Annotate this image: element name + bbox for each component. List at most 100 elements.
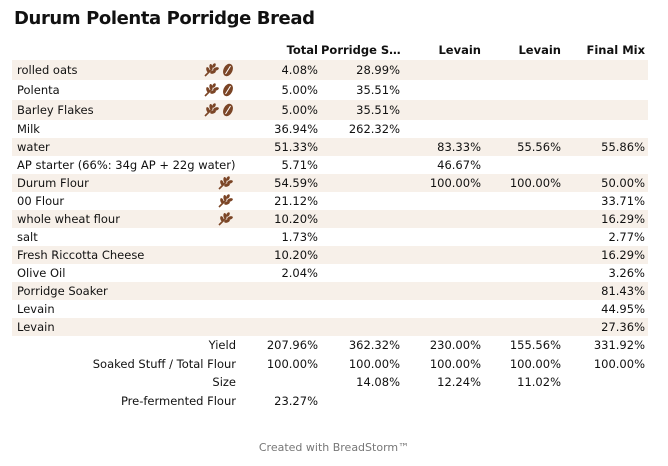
ingredient-row[interactable]: Levain 27.36% <box>12 318 648 336</box>
summary-row: Size 14.08% 12.24% 11.02% <box>12 373 648 392</box>
percentage-cell <box>321 192 403 210</box>
percentage-cell: 51.33% <box>244 138 321 156</box>
wheat-icon <box>202 83 220 97</box>
percentage-cell <box>484 120 564 138</box>
summary-value: 11.02% <box>517 375 561 390</box>
ingredient-row[interactable]: Barley Flakes 5.00% 35.51% <box>12 100 648 120</box>
recipe-title: Durum Polenta Porridge Bread <box>14 8 315 29</box>
percentage-cell <box>321 138 403 156</box>
wheat-icon <box>216 176 234 190</box>
ingredient-row[interactable]: Olive Oil 2.04% 3.26% <box>12 264 648 282</box>
percentage-cell <box>484 282 564 300</box>
ingredient-row[interactable]: Polenta 5.00% 35.51% <box>12 80 648 100</box>
percentage-cell: 33.71% <box>601 194 645 208</box>
ingredient-icons <box>186 60 244 80</box>
ingredient-row[interactable]: 00 Flour 21.12% 33.71% <box>12 192 648 210</box>
percentage-cell: 16.29% <box>564 246 648 264</box>
summary-value: 100.00% <box>509 356 561 371</box>
percentage-cell <box>244 300 321 318</box>
ingredient-name: Levain <box>12 318 186 336</box>
summary-value: 331.92% <box>593 338 645 353</box>
column-header-final-mix[interactable]: Final Mix <box>586 43 646 57</box>
percentage-cell: 54.59% <box>244 174 321 192</box>
percentage-cell <box>244 282 321 300</box>
wheat-icon <box>202 63 220 77</box>
ingredient-icons <box>186 264 244 282</box>
ingredient-row[interactable]: whole wheat flour 10.20% 16.29% <box>12 210 648 228</box>
percentage-cell: 81.43% <box>564 282 648 300</box>
summary-label: Soaked Stuff / Total Flour <box>92 356 236 371</box>
ingredient-icons <box>186 210 244 228</box>
column-header-porridge-soaker[interactable]: Porridge S… <box>321 43 401 57</box>
ingredient-icons <box>186 318 244 336</box>
percentage-cell <box>403 282 484 300</box>
grain-icon <box>220 83 234 97</box>
ingredient-icons <box>186 246 244 264</box>
ingredient-name: Polenta <box>17 83 60 97</box>
summary-value <box>403 392 484 411</box>
percentage-cell: 100.00% <box>484 174 564 192</box>
ingredient-name: AP starter (66%: 34g AP + 22g water) <box>17 158 236 172</box>
percentage-cell: 46.67% <box>437 158 481 172</box>
percentage-cell: 16.29% <box>564 210 648 228</box>
summary-row: Pre-fermented Flour 23.27% <box>12 392 648 411</box>
percentage-cell: 35.51% <box>356 83 400 97</box>
percentage-cell: 50.00% <box>564 174 648 192</box>
ingredient-row[interactable]: Milk 36.94% 262.32% <box>12 120 648 138</box>
summary-value: 362.32% <box>348 338 400 353</box>
ingredient-icons <box>186 282 244 300</box>
percentage-cell: 3.26% <box>608 266 645 280</box>
percentage-cell <box>321 156 403 174</box>
summary-value: 207.96% <box>266 338 318 353</box>
grain-icon <box>220 63 234 77</box>
summary-row: Soaked Stuff / Total Flour 100.00% 100.00%… <box>12 355 648 374</box>
percentage-cell <box>484 192 564 210</box>
percentage-cell: 2.04% <box>281 266 318 280</box>
ingredient-row[interactable]: water 51.33% 83.33% 55.56% 55.86% <box>12 138 648 156</box>
ingredient-row[interactable]: Porridge Soaker 81.43% <box>12 282 648 300</box>
ingredient-row[interactable]: Fresh Riccotta Cheese 10.20% 16.29% <box>12 246 648 264</box>
summary-value: 100.00% <box>266 356 318 371</box>
percentage-cell: 1.73% <box>281 230 318 244</box>
ingredient-row[interactable]: Levain 44.95% <box>12 300 648 318</box>
percentage-cell <box>403 60 484 80</box>
ingredient-name: salt <box>17 230 38 244</box>
percentage-cell <box>564 80 648 100</box>
percentage-cell <box>484 246 564 264</box>
percentage-cell: 28.99% <box>321 60 403 80</box>
ingredient-row[interactable]: salt 1.73% 2.77% <box>12 228 648 246</box>
ingredient-row[interactable]: Durum Flour 54.59% 100.00% 100.00% 50.00% <box>12 174 648 192</box>
ingredient-icons <box>186 138 244 156</box>
ingredient-name: 00 Flour <box>17 194 65 208</box>
wheat-icon <box>202 103 220 117</box>
percentage-cell <box>564 120 648 138</box>
percentage-cell <box>403 228 484 246</box>
summary-value <box>484 392 564 411</box>
column-header-levain-1[interactable]: Levain <box>438 43 481 57</box>
column-header-levain-2[interactable]: Levain <box>518 43 561 57</box>
percentage-cell: 2.77% <box>608 230 645 244</box>
percentage-cell: 5.00% <box>244 100 321 120</box>
ingredient-row[interactable]: AP starter (66%: 34g AP + 22g water) 5.71… <box>12 156 648 174</box>
ingredient-name: water <box>12 138 186 156</box>
percentage-cell <box>484 228 564 246</box>
column-header-total[interactable]: Total <box>286 43 318 57</box>
percentage-cell <box>484 210 564 228</box>
summary-label: Size <box>212 375 236 390</box>
percentage-cell <box>484 100 564 120</box>
ingredient-row[interactable]: rolled oats 4.08% 28.99% <box>12 60 648 80</box>
header-row: Total Porridge S… Levain Levain Final Mi… <box>12 40 648 60</box>
summary-value: 100.00% <box>593 356 645 371</box>
percentage-cell <box>403 100 484 120</box>
summary-value: 23.27% <box>274 393 318 408</box>
percentage-cell: 10.20% <box>244 210 321 228</box>
percentage-cell: 21.12% <box>274 194 318 208</box>
ingredient-name: Milk <box>17 122 40 136</box>
summary-value: 100.00% <box>348 356 400 371</box>
percentage-cell <box>564 156 648 174</box>
ingredient-name: Fresh Riccotta Cheese <box>12 246 186 264</box>
summary-label: Pre-fermented Flour <box>120 393 236 408</box>
ingredient-icons <box>186 120 244 138</box>
percentage-cell <box>321 300 403 318</box>
ingredient-icons <box>186 174 244 192</box>
